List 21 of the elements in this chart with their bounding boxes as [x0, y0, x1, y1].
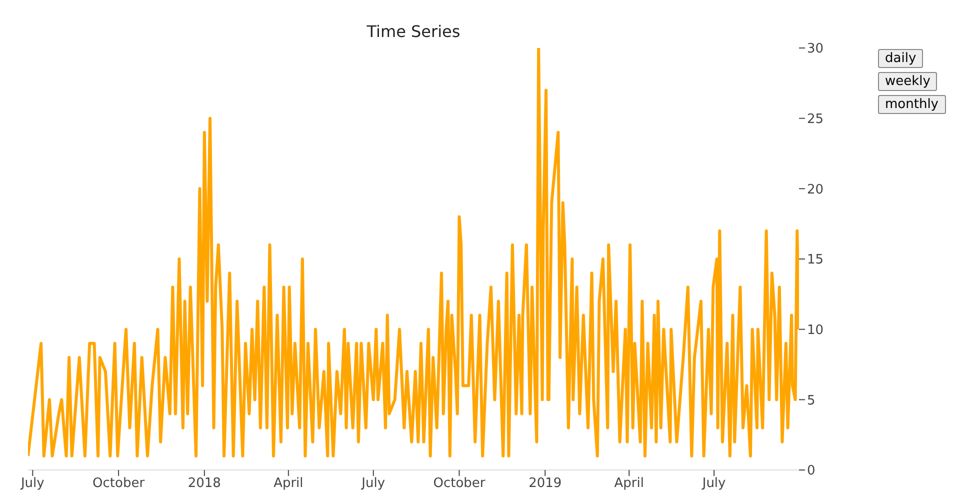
- text: monthly: [878, 95, 946, 114]
- x-tick-label: 2019: [528, 476, 562, 492]
- y-tick-label: 10: [807, 322, 824, 338]
- x-tick-label: July: [360, 476, 386, 492]
- y-tick-label: 15: [807, 252, 824, 268]
- x-tick-label: October: [92, 476, 146, 492]
- x-tick-label: April: [274, 476, 304, 492]
- x-tick-label: October: [433, 476, 486, 492]
- x-tick-label: 2018: [188, 476, 221, 492]
- y-tick-label: 25: [807, 112, 824, 127]
- x-tick-label: April: [614, 476, 644, 492]
- line-series: [28, 48, 799, 458]
- text: daily: [878, 49, 924, 68]
- chart-title: Time Series: [366, 22, 462, 41]
- x-tick-label: July: [701, 476, 726, 492]
- y-tick-label: 0: [807, 464, 816, 479]
- x-tick-label: July: [20, 476, 45, 492]
- y-tick-label: 30: [807, 42, 824, 57]
- y-tick-label: 5: [807, 393, 816, 408]
- text: weekly: [878, 72, 938, 91]
- y-tick-label: 20: [807, 182, 824, 198]
